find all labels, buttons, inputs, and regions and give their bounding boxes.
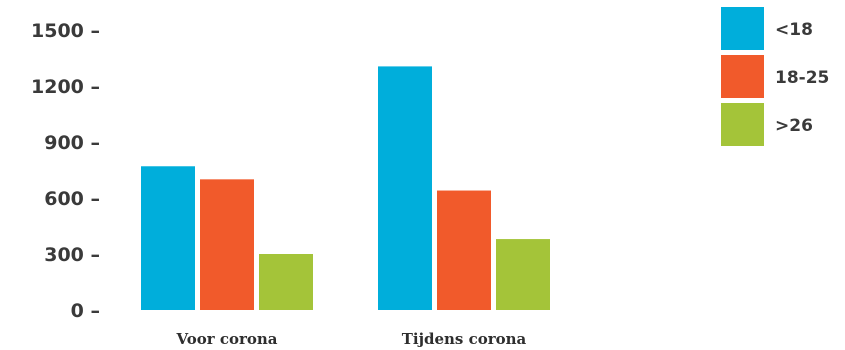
x-axis-labels: Voor corona Tijdens corona [175, 330, 526, 348]
bar-1825-0 [200, 179, 254, 310]
y-tick-label: 1200 – [31, 76, 100, 98]
legend-swatch [721, 55, 764, 98]
legend: <18 18-25 >26 [721, 7, 829, 146]
y-tick-label: 900 – [44, 132, 100, 154]
legend-swatch [721, 103, 764, 146]
bar-18-1 [378, 66, 432, 311]
category-label: Voor corona [175, 330, 277, 348]
category-label: Tijdens corona [402, 330, 527, 348]
y-tick-label: 600 – [44, 188, 100, 210]
bar-26-1 [496, 239, 550, 310]
bar-18-0 [141, 166, 195, 310]
bar-26-0 [259, 254, 313, 310]
y-axis: 0 – 300 – 600 – 900 – 1200 – 1500 – [31, 20, 100, 322]
legend-label: 18-25 [775, 68, 829, 88]
bars [141, 66, 550, 311]
legend-label: <18 [775, 20, 813, 40]
bar-1825-1 [437, 190, 491, 310]
y-tick-label: 1500 – [31, 20, 100, 42]
y-tick-label: 300 – [44, 244, 100, 266]
legend-label: >26 [775, 116, 813, 136]
legend-swatch [721, 7, 764, 50]
y-tick-label: 0 – [71, 300, 100, 322]
